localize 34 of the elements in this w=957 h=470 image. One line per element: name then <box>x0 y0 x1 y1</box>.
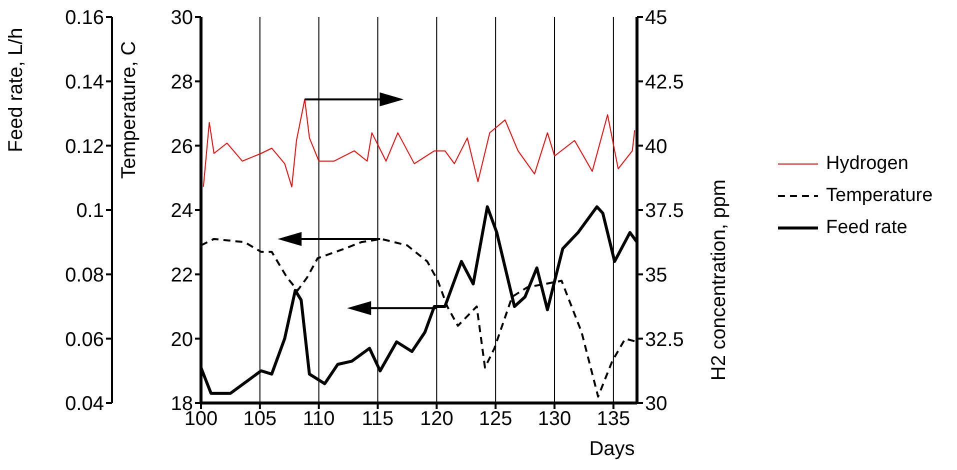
y-tick-label: 24 <box>170 200 193 222</box>
legend-label: Hydrogen <box>826 153 908 175</box>
y2-tick-label: 45 <box>645 7 668 30</box>
y-tick-label: 30 <box>170 7 193 30</box>
line-series <box>202 98 636 188</box>
y2-tick-label: 42.5 <box>645 71 684 94</box>
y2-tick-label: 35 <box>645 264 668 286</box>
y-tick-label: 28 <box>170 71 193 94</box>
y2-axis-title: H2 concentration, ppm <box>708 179 730 381</box>
y2-tick-label: 40 <box>645 136 668 158</box>
legend-label: Temperature <box>826 185 933 207</box>
y2-tick-label: 32.5 <box>645 328 684 351</box>
x-tick-label: 110 <box>302 408 335 430</box>
y-axis-title: Temperature, C <box>118 41 140 179</box>
x-tick-label: 105 <box>243 408 277 430</box>
x-tick-label: 115 <box>362 408 394 430</box>
y3-tick-label: 0.06 <box>65 328 104 351</box>
y3-tick-label: 0.14 <box>65 71 104 94</box>
y3-tick-label: 0.16 <box>65 7 104 30</box>
y3-tick-label: 0.04 <box>65 393 104 416</box>
y3-tick-label: 0.08 <box>65 264 104 286</box>
x-tick-label: 135 <box>596 408 630 430</box>
y3-tick-label: 0.1 <box>76 200 104 222</box>
y2-tick-label: 30 <box>645 393 668 416</box>
x-tick-label: 120 <box>420 408 454 430</box>
y-tick-label: 26 <box>170 136 193 158</box>
x-tick-label: 130 <box>538 408 572 430</box>
y-tick-label: 20 <box>170 328 193 351</box>
legend-label: Feed rate <box>826 217 908 239</box>
y-tick-label: 22 <box>170 264 193 286</box>
x-tick-label: 125 <box>478 408 512 430</box>
x-axis-title: Days <box>589 438 635 460</box>
y3-tick-label: 0.12 <box>65 136 104 158</box>
y2-tick-label: 37.5 <box>645 200 684 222</box>
